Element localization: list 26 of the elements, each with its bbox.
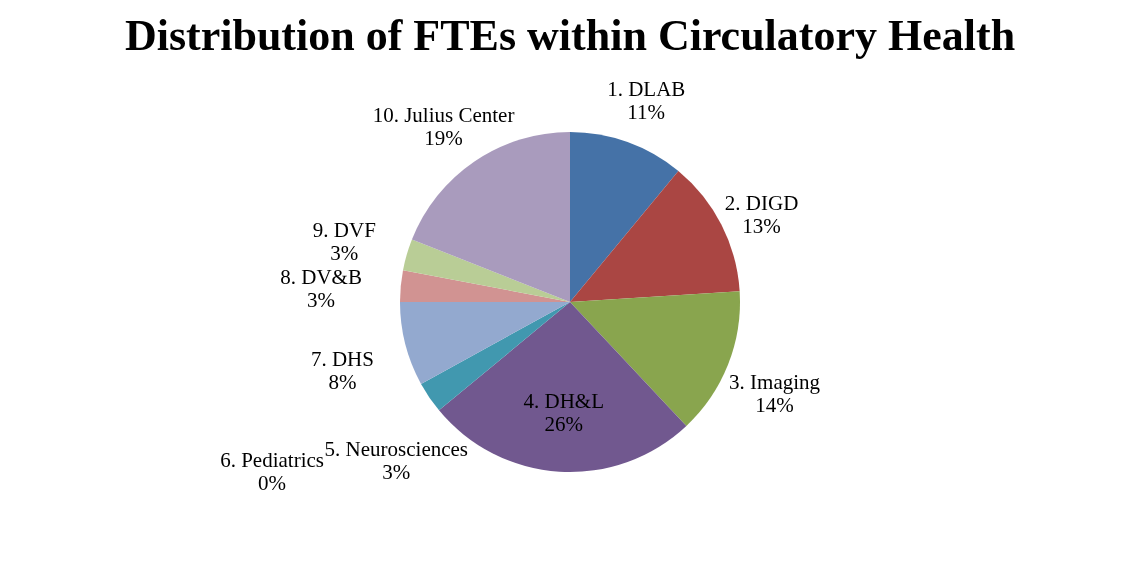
- data-label: 3%: [382, 460, 411, 485]
- pie-slice: [400, 270, 570, 302]
- data-label: 3%: [307, 288, 336, 313]
- chart-title: Distribution of FTEs within Circulatory Health: [124, 11, 1016, 61]
- data-label: 26%: [544, 411, 583, 436]
- data-label: 13%: [742, 214, 781, 239]
- data-label: 8%: [328, 370, 357, 395]
- data-label: 19%: [424, 125, 463, 150]
- category-label: 6. Pediatrics: [220, 447, 324, 472]
- pie-slice: [400, 302, 570, 384]
- slice-label: 3. Imaging: [729, 369, 821, 394]
- data-label: 3%: [330, 241, 359, 266]
- slice-label: 7. DHS: [310, 347, 374, 372]
- pie-slice: [403, 239, 570, 302]
- pie-slice: [570, 132, 679, 302]
- pie-slice: [570, 171, 740, 302]
- data-label: 11%: [627, 100, 666, 125]
- slice-label: 10. Julius Center: [372, 102, 515, 127]
- slice-label: 5. Neurosciences: [324, 437, 469, 462]
- pie-slice: [411, 132, 570, 302]
- slice-label: 2. DIGD: [724, 191, 799, 216]
- slice-label: 9. DVF: [312, 218, 376, 243]
- slice-label: 1. DLAB: [607, 77, 686, 102]
- slice-label: 8. DV&B: [280, 265, 362, 290]
- slice-label: 4. DH&L: [523, 388, 604, 413]
- text: 0%: [258, 470, 287, 495]
